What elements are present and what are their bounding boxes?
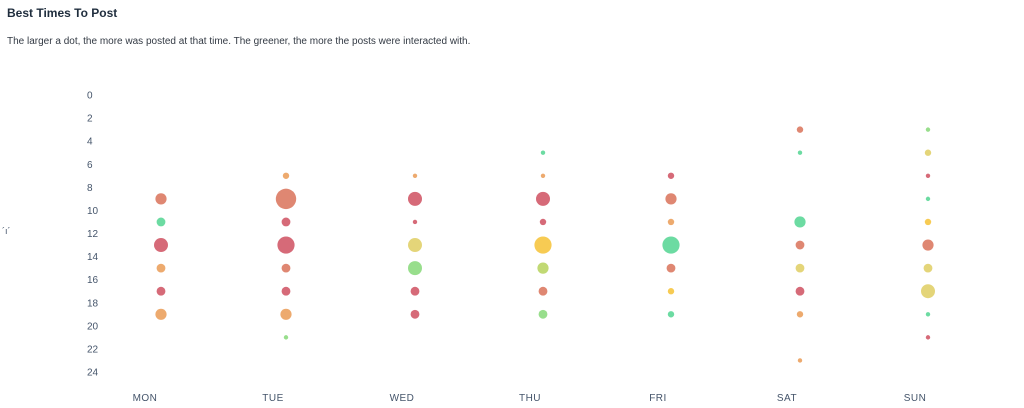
data-point[interactable] <box>412 173 418 178</box>
x-tick-label: THU <box>519 393 541 404</box>
chart-subtitle: The larger a dot, the more was posted at… <box>7 36 471 47</box>
data-point[interactable] <box>795 263 805 273</box>
data-point[interactable] <box>408 238 422 253</box>
data-point[interactable] <box>666 263 676 273</box>
data-point[interactable] <box>538 309 548 319</box>
data-point[interactable] <box>154 238 168 253</box>
data-point[interactable] <box>795 286 805 296</box>
data-point[interactable] <box>922 239 934 251</box>
data-point[interactable] <box>925 173 931 178</box>
y-tick-label: 20 <box>87 321 99 332</box>
data-point[interactable] <box>275 188 297 210</box>
x-tick-label: MON <box>133 393 158 404</box>
data-point[interactable] <box>665 193 677 205</box>
y-tick-label: 2 <box>87 114 93 125</box>
data-point[interactable] <box>155 308 167 320</box>
data-point[interactable] <box>795 240 805 250</box>
y-axis-label: ´ı´ <box>2 226 11 236</box>
data-point[interactable] <box>925 312 931 317</box>
data-point[interactable] <box>924 149 932 156</box>
y-tick-label: 24 <box>87 368 99 379</box>
data-points <box>154 126 935 363</box>
x-tick-label: FRI <box>649 393 667 404</box>
x-tick-label: WED <box>390 393 415 404</box>
y-tick-label: 8 <box>87 183 93 194</box>
data-point[interactable] <box>408 191 422 206</box>
data-point[interactable] <box>667 172 675 179</box>
data-point[interactable] <box>536 191 550 206</box>
data-point[interactable] <box>539 218 547 226</box>
data-point[interactable] <box>921 284 935 299</box>
data-point[interactable] <box>537 262 549 274</box>
y-tick-label: 16 <box>87 275 99 286</box>
data-point[interactable] <box>283 335 289 340</box>
data-point[interactable] <box>796 311 804 318</box>
data-point[interactable] <box>923 263 933 273</box>
x-tick-label: TUE <box>262 393 284 404</box>
data-point[interactable] <box>156 263 166 273</box>
data-point[interactable] <box>925 335 931 340</box>
data-point[interactable] <box>408 261 422 276</box>
data-point[interactable] <box>410 309 420 319</box>
data-point[interactable] <box>281 217 291 227</box>
data-point[interactable] <box>156 217 166 227</box>
data-point[interactable] <box>796 126 804 133</box>
chart-title: Best Times To Post <box>7 6 118 20</box>
y-tick-label: 0 <box>87 91 93 102</box>
data-point[interactable] <box>662 236 680 254</box>
data-point[interactable] <box>794 216 806 228</box>
data-point[interactable] <box>280 308 292 320</box>
data-point[interactable] <box>281 263 291 273</box>
data-point[interactable] <box>410 286 420 296</box>
y-tick-label: 14 <box>87 252 99 263</box>
data-point[interactable] <box>277 236 295 254</box>
data-point[interactable] <box>281 286 291 296</box>
y-tick-label: 22 <box>87 344 99 355</box>
y-tick-label: 18 <box>87 298 99 309</box>
y-tick-label: 6 <box>87 160 93 171</box>
data-point[interactable] <box>667 311 675 318</box>
data-point[interactable] <box>534 236 552 254</box>
data-point[interactable] <box>540 150 546 155</box>
data-point[interactable] <box>282 172 290 179</box>
data-point[interactable] <box>925 127 931 132</box>
data-point[interactable] <box>797 150 803 155</box>
y-tick-label: 10 <box>87 206 99 217</box>
data-point[interactable] <box>667 218 675 226</box>
data-point[interactable] <box>538 286 548 296</box>
data-point[interactable] <box>925 196 931 202</box>
x-tick-label: SAT <box>777 393 797 404</box>
data-point[interactable] <box>540 173 546 178</box>
x-axis-ticks: MON TUE WED THU FRI SAT SUN <box>133 393 927 404</box>
data-point[interactable] <box>155 193 167 205</box>
y-tick-label: 4 <box>87 137 93 148</box>
data-point[interactable] <box>156 286 166 296</box>
x-tick-label: SUN <box>904 393 927 404</box>
data-point[interactable] <box>667 288 675 295</box>
y-tick-label: 12 <box>87 229 99 240</box>
data-point[interactable] <box>924 218 932 226</box>
data-point[interactable] <box>797 358 803 363</box>
data-point[interactable] <box>412 219 418 225</box>
